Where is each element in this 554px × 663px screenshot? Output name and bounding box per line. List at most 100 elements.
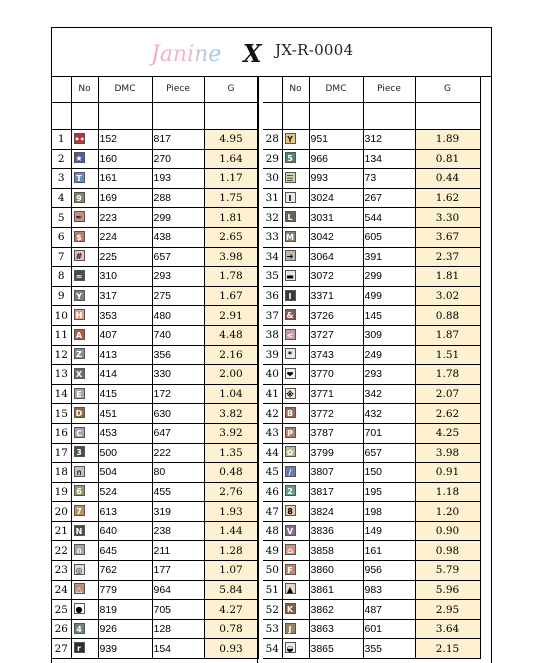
table-row: 10 H 353 480 2.91 — [52, 305, 259, 326]
table-row: 2 ★ 160 270 1.64 — [52, 148, 259, 170]
pattern-code: JX-R-0004 — [275, 41, 354, 59]
color-symbol-icon: N — [73, 524, 85, 536]
row-number: 30 — [263, 168, 283, 189]
symbol-cell: A — [70, 324, 99, 346]
symbol-cell: 9 — [70, 187, 99, 209]
piece-value: 154 — [151, 638, 205, 660]
dmc-value: 951 — [308, 129, 364, 150]
piece-value: 705 — [151, 599, 205, 620]
column-header-dmc: DMC — [308, 76, 364, 103]
row-number: 43 — [263, 422, 283, 444]
blank-cell — [203, 102, 259, 130]
table-row: 53 J 3863 601 3.64 — [263, 618, 481, 640]
symbol-cell: ❤ — [281, 364, 310, 385]
dmc-value: 3064 — [308, 246, 364, 268]
row-number: 44 — [263, 442, 283, 464]
piece-value: 299 — [362, 266, 416, 287]
symbol-cell: N — [70, 520, 99, 542]
table-row: 38 <3727 309 1.87 — [263, 324, 481, 346]
color-symbol-icon: Y — [73, 289, 85, 301]
symbol-cell: L — [281, 207, 310, 228]
row-number: 21 — [52, 520, 72, 542]
row-number: 40 — [263, 364, 283, 385]
color-symbol-icon: & — [284, 309, 296, 321]
row-number: 2 — [52, 148, 72, 170]
g-value: 1.44 — [203, 520, 259, 542]
dmc-value: 413 — [97, 344, 153, 366]
symbol-cell: Z — [70, 344, 99, 366]
symbol-cell: I — [281, 285, 310, 307]
symbol-cell: Y — [70, 285, 99, 307]
table-row: 20 7 613 319 1.93 — [52, 501, 259, 522]
row-number: 16 — [52, 422, 72, 444]
g-value: 2.95 — [414, 599, 481, 620]
g-value: 1.62 — [414, 187, 481, 209]
header-blank — [263, 76, 283, 103]
row-number: 46 — [263, 481, 283, 503]
blank-cell — [281, 102, 310, 130]
g-value: 1.28 — [203, 540, 259, 562]
piece-value: 487 — [362, 599, 416, 620]
g-value: 1.07 — [203, 560, 259, 581]
blank-row — [263, 102, 481, 130]
table-row: 5 ✒ 223 299 1.81 — [52, 207, 259, 228]
symbol-cell: ▬ — [281, 266, 310, 287]
chart-key-sheet: Janine X JX-R-0004 No DMC Piece G 1 •• 152 817 4… — [51, 27, 492, 663]
dmc-value: 966 — [308, 148, 364, 170]
table-row: 17 3 500 222 1.35 — [52, 442, 259, 464]
dmc-value: 500 — [97, 442, 153, 464]
g-value: 3.98 — [203, 246, 259, 268]
piece-value: 267 — [362, 187, 416, 209]
dmc-value: 453 — [97, 422, 153, 444]
g-value: 2.37 — [414, 246, 481, 268]
g-value: 1.35 — [203, 442, 259, 464]
color-symbol-icon: T — [73, 171, 85, 183]
dmc-value: 3772 — [308, 403, 364, 424]
g-value: 0.81 — [414, 148, 481, 170]
blank-cell — [151, 102, 205, 130]
g-value: 1.17 — [203, 168, 259, 189]
color-symbol-icon: ☰ — [284, 171, 296, 183]
color-symbol-icon: < — [284, 328, 296, 340]
piece-value: 499 — [362, 285, 416, 307]
table-row: 33 M 3042 605 3.67 — [263, 226, 481, 248]
piece-value: 293 — [362, 364, 416, 385]
blank-cell — [52, 102, 72, 130]
row-number: 19 — [52, 481, 72, 503]
g-value: 1.87 — [414, 324, 481, 346]
g-value: 4.48 — [203, 324, 259, 346]
table-row: 36 I 3371 499 3.02 — [263, 285, 481, 307]
piece-value: 275 — [151, 285, 205, 307]
column-header-g: G — [414, 76, 481, 103]
g-value: 5.79 — [414, 560, 481, 581]
symbol-cell: T — [70, 168, 99, 189]
symbol-cell: Y — [281, 129, 310, 150]
dmc-value: 993 — [308, 168, 364, 189]
table-row: 39 * 3743 249 1.51 — [263, 344, 481, 366]
table-row: 7 #225 657 3.98 — [52, 246, 259, 268]
dmc-value: 640 — [97, 520, 153, 542]
piece-value: 391 — [362, 246, 416, 268]
table-row: 24 △ 779 964 5.84 — [52, 579, 259, 601]
dmc-value: 310 — [97, 266, 153, 287]
piece-value: 288 — [151, 187, 205, 209]
table-row: 15 D 451 630 3.82 — [52, 403, 259, 424]
table-row: 31 I 3024 267 1.62 — [263, 187, 481, 209]
piece-value: 145 — [362, 305, 416, 326]
dmc-value: 407 — [97, 324, 153, 346]
color-symbol-icon: r — [73, 642, 85, 654]
row-number: 34 — [263, 246, 283, 268]
row-number: 6 — [52, 226, 72, 248]
table-row: 48 V 3836 149 0.90 — [263, 520, 481, 542]
row-number: 51 — [263, 579, 283, 601]
g-value: 3.67 — [414, 226, 481, 248]
symbol-cell: P — [281, 422, 310, 444]
column-header-row: No DMC Piece G — [52, 76, 259, 103]
g-value: 1.81 — [203, 207, 259, 228]
color-symbol-icon: # — [73, 250, 85, 262]
symbol-cell: ★ — [70, 148, 99, 170]
table-row: 30 ☰ 993 73 0.44 — [263, 168, 481, 189]
piece-value: 293 — [151, 266, 205, 287]
table-row: 23 ◎ 762 177 1.07 — [52, 560, 259, 581]
symbol-cell: M — [281, 226, 310, 248]
